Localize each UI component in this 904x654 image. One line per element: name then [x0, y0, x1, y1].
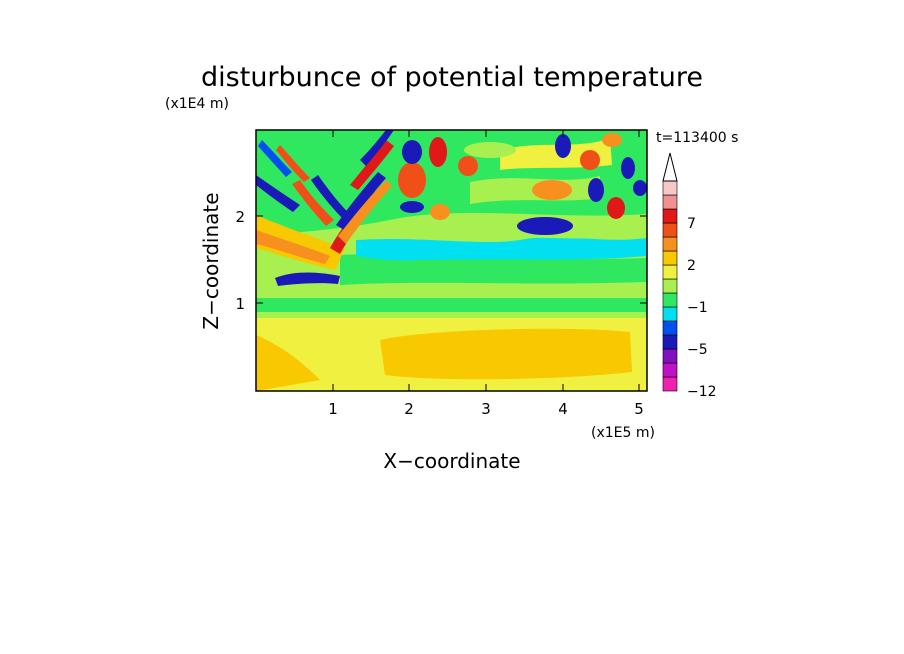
contour-layer [256, 175, 300, 212]
colorbar-segment [662, 362, 678, 378]
contour-layer [340, 253, 647, 285]
contour-layer [380, 328, 632, 380]
colorbar-label: −5 [687, 342, 708, 358]
colorbar-label: −12 [687, 384, 717, 400]
contour-layer [555, 134, 571, 158]
contour-layer [464, 142, 516, 158]
colorbar-segment [662, 334, 678, 350]
contour-layer [350, 140, 394, 190]
contour-layer [256, 335, 320, 391]
contour-layer [402, 140, 422, 164]
time-label: t=113400 s [656, 130, 738, 146]
colorbar-label: 2 [687, 258, 696, 274]
chart-title: disturbunce of potential temperature [201, 62, 703, 93]
contour-layer [400, 201, 424, 213]
y-axis-ticks [256, 215, 647, 304]
contour-layer [338, 180, 392, 244]
contour-layer [621, 157, 635, 179]
colorbar-segment [662, 180, 678, 196]
contour-layer [517, 217, 573, 235]
contour-layer [256, 230, 330, 264]
x-tick-label: 2 [404, 400, 414, 418]
contour-layer [532, 180, 572, 200]
y-axis-label: Z−coordinate [199, 192, 223, 329]
colorbar-segment [662, 348, 678, 364]
contour-layer [429, 137, 447, 167]
contour-layer [360, 130, 394, 166]
contour-layer [311, 175, 352, 222]
colorbar-extension-arrow [662, 152, 678, 182]
colorbar-segment [662, 222, 678, 238]
y-tick-label: 1 [235, 295, 245, 313]
contour-layer [336, 172, 386, 230]
x-tick-label: 4 [558, 400, 568, 418]
contour-layer [580, 150, 600, 170]
y-tick-label: 2 [235, 208, 245, 226]
contour-layer [256, 298, 647, 312]
contour-layer [276, 145, 310, 182]
colorbar-segment [662, 250, 678, 266]
plot-frame [255, 129, 648, 392]
x-tick-label: 3 [481, 400, 491, 418]
y-unit-label: (x1E4 m) [165, 96, 229, 112]
colorbar-segment [662, 278, 678, 294]
contour-layer [275, 272, 340, 286]
contour-layer [607, 197, 625, 219]
colorbar-segment [662, 376, 678, 392]
colorbar-label: −1 [687, 300, 708, 316]
contour-layer [633, 180, 647, 196]
colorbar-segment [662, 208, 678, 224]
contour-layer [458, 156, 478, 176]
contour-layer [292, 180, 334, 226]
contour-layer [398, 162, 426, 198]
contour-layer [430, 204, 450, 220]
contour-layer [356, 237, 647, 261]
colorbar-segment [662, 264, 678, 280]
colorbar-segment [662, 194, 678, 210]
colorbar-labels: −12−5−127 [687, 216, 717, 400]
colorbar-label: 7 [687, 216, 696, 232]
x-axis-ticks [332, 130, 640, 391]
x-axis-label: X−coordinate [383, 449, 520, 473]
colorbar-segment [662, 320, 678, 336]
contour-plot [256, 130, 647, 391]
colorbar-segment [662, 236, 678, 252]
x-tick-label: 1 [328, 400, 338, 418]
x-unit-label: (x1E5 m) [591, 425, 655, 441]
contour-layer [588, 178, 604, 202]
x-tick-label: 5 [634, 400, 644, 418]
colorbar-segment [662, 292, 678, 308]
colorbar-segment [662, 306, 678, 322]
contour-layer [258, 140, 292, 177]
colorbar [662, 152, 678, 392]
contour-layer [602, 133, 622, 147]
